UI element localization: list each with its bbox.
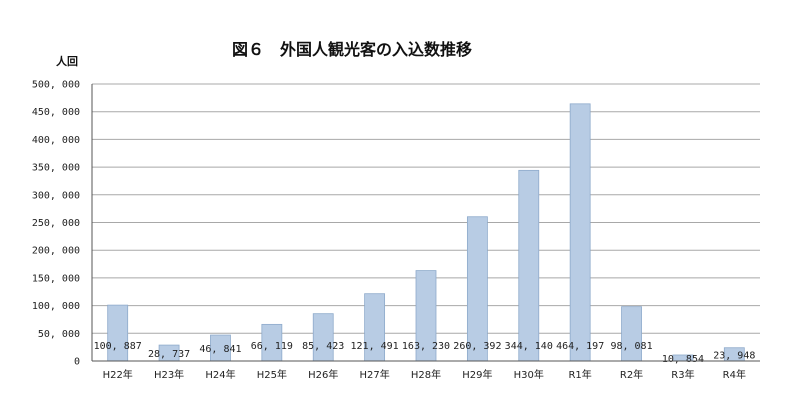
- y-tick-label: 250, 000: [32, 218, 80, 229]
- grid-lines: [92, 83, 760, 334]
- x-tick-label: H29年: [462, 368, 492, 381]
- y-tick-label: 350, 000: [32, 163, 80, 174]
- data-label: 163, 230: [402, 341, 450, 352]
- data-label: 121, 491: [351, 341, 399, 352]
- data-label: 98, 081: [610, 341, 652, 352]
- data-label: 23, 948: [713, 350, 755, 361]
- data-label: 66, 119: [251, 341, 293, 352]
- bar: [312, 313, 334, 362]
- x-tick-label: H30年: [514, 368, 544, 381]
- y-tick-label: 500, 000: [32, 80, 80, 91]
- data-label: 260, 392: [453, 341, 501, 352]
- x-tick-label: H28年: [411, 368, 441, 381]
- x-tick-label: R3年: [671, 368, 694, 381]
- y-axis-ticks: 0 50, 000 100, 000 150, 000 200, 000 250, 000…: [32, 80, 80, 368]
- x-tick-label: R2年: [620, 368, 643, 381]
- bar: [107, 304, 129, 362]
- bar: [518, 169, 540, 362]
- y-tick-label: 50, 000: [38, 329, 80, 340]
- x-axis-ticks: H22年 H23年 H24年 H25年 H26年 H27年 H28年 H29年 H30年 R1年 R…: [103, 368, 746, 381]
- x-tick-label: H22年: [103, 368, 133, 381]
- bar: [466, 216, 488, 362]
- x-tick-label: R4年: [723, 368, 746, 381]
- x-tick-label: H26年: [308, 368, 338, 381]
- x-tick-label: H25年: [257, 368, 287, 381]
- data-label: 46, 841: [199, 344, 241, 355]
- x-tick-label: R1年: [568, 368, 591, 381]
- y-tick-label: 450, 000: [32, 107, 80, 118]
- chart-title: 図６ 外国人観光客の入込数推移: [232, 40, 472, 59]
- data-label: 85, 423: [302, 341, 344, 352]
- x-tick-label: H27年: [359, 368, 389, 381]
- y-tick-label: 200, 000: [32, 246, 80, 257]
- data-label: 10, 854: [662, 354, 704, 365]
- data-label: 464, 197: [556, 341, 604, 352]
- y-tick-label: 400, 000: [32, 135, 80, 146]
- y-tick-label: 150, 000: [32, 273, 80, 284]
- data-label: 100, 887: [94, 341, 142, 352]
- y-tick-label: 0: [74, 357, 80, 368]
- x-tick-label: H24年: [205, 368, 235, 381]
- data-label: 28, 737: [148, 349, 190, 360]
- bar: [569, 103, 591, 362]
- y-tick-label: 100, 000: [32, 301, 80, 312]
- data-label: 344, 140: [505, 341, 553, 352]
- bars: [107, 103, 745, 362]
- data-labels: 100, 887 28, 737 46, 841 66, 119 85, 423 121,…: [94, 341, 756, 365]
- y-axis-unit-label: 人回: [56, 54, 78, 68]
- bar: [621, 306, 642, 362]
- y-tick-label: 300, 000: [32, 190, 80, 201]
- x-tick-label: H23年: [154, 368, 184, 381]
